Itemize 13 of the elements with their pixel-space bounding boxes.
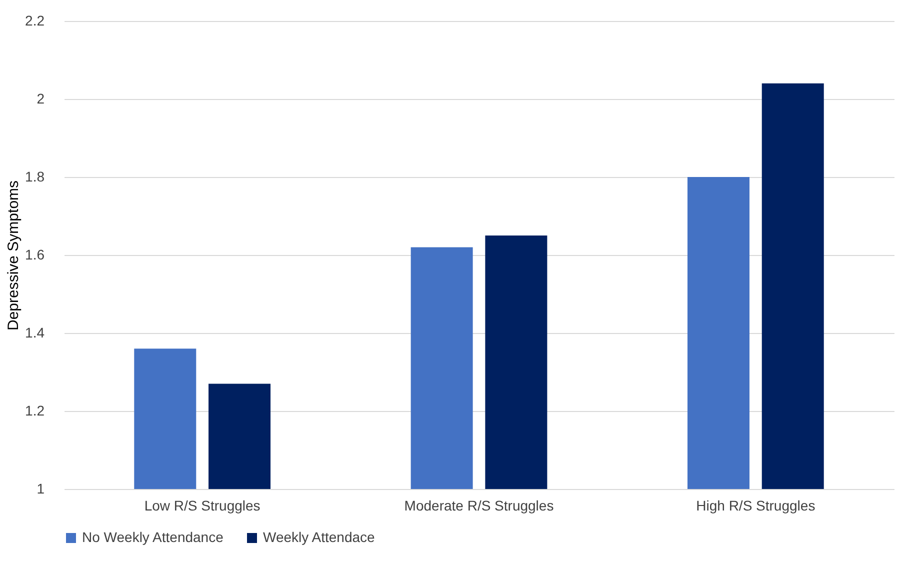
legend-label: Weekly Attendace xyxy=(263,529,376,545)
x-tick-label: High R/S Struggles xyxy=(696,498,816,514)
y-tick-label: 2 xyxy=(36,90,45,106)
y-tick-label: 1.6 xyxy=(25,246,45,262)
y-tick-label: 1 xyxy=(36,480,45,496)
y-tick-label: 1.8 xyxy=(25,168,45,184)
y-tick-label: 1.2 xyxy=(25,402,45,418)
legend-label: No Weekly Attendance xyxy=(82,529,224,545)
y-tick-label: 1.4 xyxy=(25,324,45,340)
y-tick-label: 2.2 xyxy=(25,12,45,28)
y-axis-title: Depressive Symptoms xyxy=(5,180,22,331)
x-tick-label: Moderate R/S Struggles xyxy=(404,498,554,514)
x-tick-label: Low R/S Struggles xyxy=(144,498,260,514)
